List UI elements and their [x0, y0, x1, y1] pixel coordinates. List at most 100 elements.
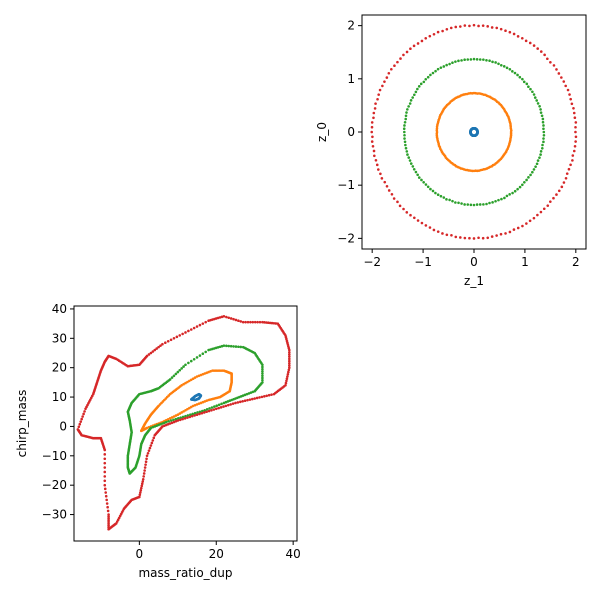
data-point — [405, 211, 409, 214]
data-point — [253, 397, 257, 400]
data-point — [181, 417, 184, 421]
data-point — [396, 60, 399, 64]
data-point — [170, 416, 174, 419]
data-point — [399, 57, 402, 60]
y-tick-label: −1 — [337, 178, 355, 192]
data-point — [204, 350, 207, 354]
data-point — [405, 111, 408, 114]
data-point — [187, 361, 190, 365]
data-point — [494, 199, 497, 203]
y-axis-label-chirp-mass: chirp_mass — [15, 390, 29, 458]
data-point — [540, 114, 544, 118]
data-point — [387, 71, 391, 75]
data-point — [164, 420, 168, 424]
data-point — [103, 479, 107, 483]
data-point — [574, 140, 577, 143]
data-point — [224, 404, 228, 408]
data-point — [403, 137, 406, 140]
data-point — [436, 230, 440, 233]
data-point — [82, 412, 85, 416]
data-point — [403, 130, 406, 134]
data-point — [541, 117, 545, 121]
data-point — [472, 57, 476, 61]
data-point — [106, 505, 109, 509]
data-point — [287, 368, 291, 372]
data-point — [441, 29, 444, 33]
data-point — [198, 412, 201, 416]
data-point — [450, 234, 453, 237]
data-point — [516, 226, 520, 230]
data-point — [370, 140, 374, 143]
data-point — [572, 149, 576, 153]
data-point — [243, 399, 247, 403]
data-point — [192, 357, 196, 361]
data-point — [174, 417, 178, 421]
data-point — [477, 236, 480, 240]
data-point — [536, 159, 540, 162]
data-point — [572, 111, 576, 115]
data-point — [532, 216, 536, 220]
data-point — [408, 159, 412, 162]
data-point — [189, 328, 193, 331]
data-point — [454, 25, 458, 29]
data-point — [511, 70, 514, 73]
data-point — [439, 66, 443, 69]
data-point — [202, 411, 206, 414]
data-point — [428, 226, 432, 229]
data-point — [178, 334, 182, 337]
data-point — [387, 189, 391, 192]
data-point — [460, 59, 463, 62]
subplot-z1-z0: −2 −1 0 1 2 −2 −1 0 1 2 z_1 z_0 — [315, 14, 587, 288]
data-point — [542, 207, 546, 211]
data-point — [166, 339, 170, 343]
data-point — [542, 140, 545, 144]
data-point — [571, 154, 575, 157]
data-point — [270, 321, 274, 325]
data-point — [261, 374, 264, 378]
data-point — [145, 454, 149, 458]
data-point — [568, 93, 571, 96]
data-point — [539, 111, 543, 114]
data-point — [195, 413, 199, 416]
data-point — [103, 457, 107, 461]
data-point — [186, 407, 189, 411]
data-point — [188, 406, 191, 410]
data-point — [541, 146, 544, 150]
data-point — [371, 135, 374, 139]
data-point — [370, 125, 374, 129]
series-0 — [189, 392, 203, 402]
data-point — [181, 415, 185, 419]
data-point — [234, 318, 238, 322]
data-point — [529, 173, 532, 177]
data-point — [159, 344, 162, 347]
data-point — [377, 93, 380, 96]
data-point — [207, 348, 210, 352]
data-point — [188, 379, 191, 383]
data-point — [256, 320, 259, 324]
data-point — [261, 381, 264, 384]
data-point — [482, 203, 485, 206]
data-point — [392, 197, 396, 200]
data-point — [176, 417, 180, 420]
data-point — [138, 495, 141, 499]
data-point — [499, 27, 503, 31]
data-point — [225, 344, 228, 348]
data-point — [232, 345, 235, 348]
data-point — [405, 50, 409, 54]
data-point — [569, 163, 572, 167]
data-point — [189, 359, 193, 363]
data-point — [385, 185, 389, 188]
data-point — [513, 189, 517, 193]
data-point — [509, 132, 513, 136]
plot-area-z1-z0 — [370, 23, 578, 240]
data-point — [472, 23, 476, 27]
data-point — [488, 59, 491, 63]
data-point — [511, 191, 514, 195]
data-point — [140, 482, 144, 486]
data-point — [219, 406, 223, 409]
data-point — [524, 39, 528, 43]
data-point — [485, 202, 488, 206]
data-point — [139, 491, 142, 494]
data-point — [412, 168, 416, 171]
